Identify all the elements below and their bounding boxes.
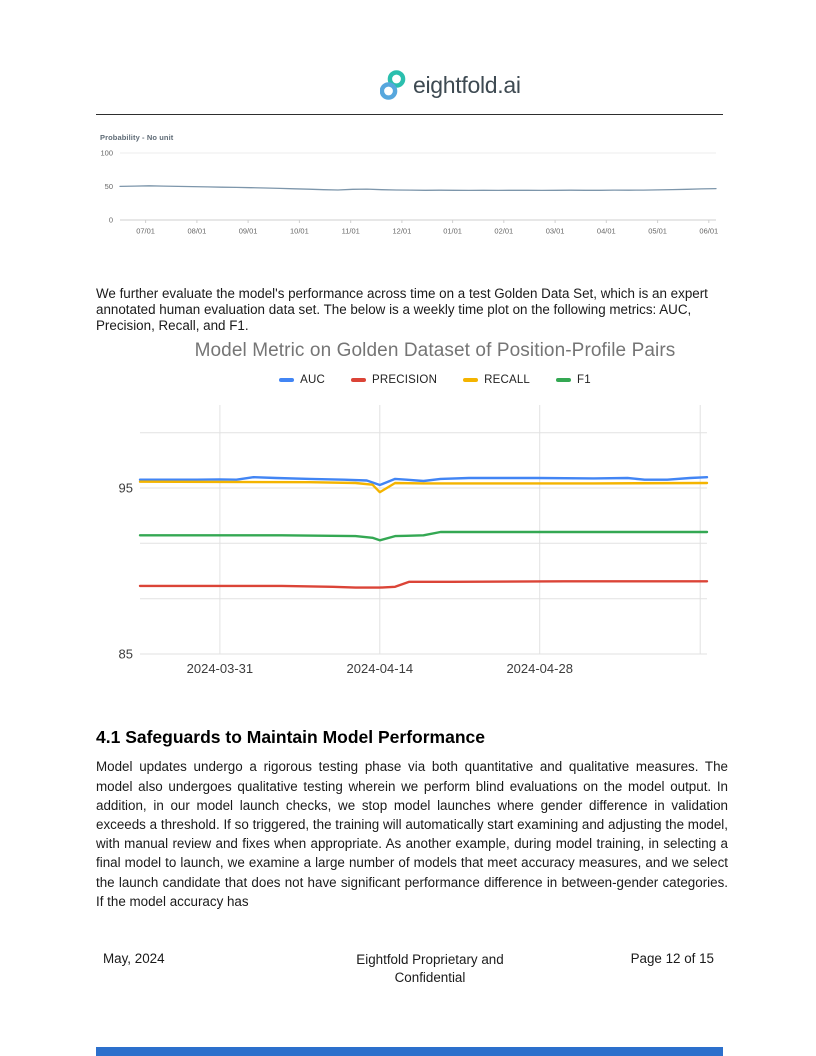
svg-text:03/01: 03/01 — [546, 227, 565, 236]
legend-swatch-icon — [279, 378, 295, 382]
svg-text:2024-04-28: 2024-04-28 — [506, 661, 573, 676]
legend-label: RECALL — [484, 374, 531, 386]
svg-text:2024-04-14: 2024-04-14 — [347, 661, 414, 676]
svg-text:01/01: 01/01 — [443, 227, 462, 236]
legend-item-recall: RECALL — [463, 374, 530, 386]
svg-text:10/01: 10/01 — [290, 227, 309, 236]
svg-text:04/01: 04/01 — [597, 227, 616, 236]
footer-confidential-note: Eightfold Proprietary and Confidential — [356, 952, 504, 985]
svg-text:08/01: 08/01 — [188, 227, 207, 236]
header-divider — [96, 114, 723, 115]
page-bottom-blue-bar — [96, 1047, 723, 1056]
logo-text: eightfold.ai — [413, 71, 521, 98]
svg-text:11/01: 11/01 — [342, 227, 360, 236]
svg-text:50: 50 — [105, 182, 113, 191]
svg-text:100: 100 — [100, 149, 113, 158]
header-logo: eightfold.ai — [380, 70, 521, 100]
probability-time-chart: Probability - No unit 100 50 0 07/01 08/01 09… — [96, 131, 724, 243]
legend-swatch-icon — [556, 378, 572, 382]
svg-text:12/01: 12/01 — [393, 227, 412, 236]
section-body-paragraph: Model updates undergo a rigorous testing… — [96, 759, 728, 909]
footer-date: May, 2024 — [103, 951, 165, 966]
svg-text:2024-03-31: 2024-03-31 — [187, 661, 254, 676]
eightfold-logo-icon — [380, 70, 406, 100]
metrics-chart-canvas: 95 85 2024-03-31 2024-04-14 2024-04-28 — [119, 405, 709, 676]
legend-item-f1: F1 — [556, 374, 591, 386]
golden-dataset-metrics-chart: Model Metric on Golden Dataset of Positi… — [110, 330, 730, 690]
svg-text:85: 85 — [119, 647, 133, 662]
legend-swatch-icon — [351, 378, 367, 382]
legend-swatch-icon — [463, 378, 479, 382]
svg-text:09/01: 09/01 — [239, 227, 258, 236]
svg-text:95: 95 — [119, 481, 133, 496]
svg-text:0: 0 — [109, 216, 113, 225]
footer-page-number: Page 12 of 15 — [630, 951, 714, 966]
svg-text:07/01: 07/01 — [136, 227, 155, 236]
intro-paragraph: We further evaluate the model's performa… — [96, 286, 708, 334]
probability-chart-canvas: 100 50 0 07/01 08/01 09/01 10/01 11/01 12/01 01/0… — [100, 149, 718, 236]
chart-legend: AUC PRECISION RECALL F1 — [125, 374, 745, 386]
section-heading: 4.1 Safeguards to Maintain Model Perform… — [96, 726, 485, 747]
svg-text:02/01: 02/01 — [494, 227, 513, 236]
legend-item-precision: PRECISION — [351, 374, 437, 386]
legend-label: F1 — [577, 374, 591, 386]
probability-axis-label: Probability - No unit — [100, 133, 174, 142]
svg-text:06/01: 06/01 — [699, 227, 718, 236]
legend-item-auc: AUC — [279, 374, 325, 386]
legend-label: AUC — [300, 374, 326, 386]
chart-title: Model Metric on Golden Dataset of Positi… — [194, 340, 676, 361]
svg-text:05/01: 05/01 — [648, 227, 667, 236]
legend-label: PRECISION — [372, 374, 438, 386]
